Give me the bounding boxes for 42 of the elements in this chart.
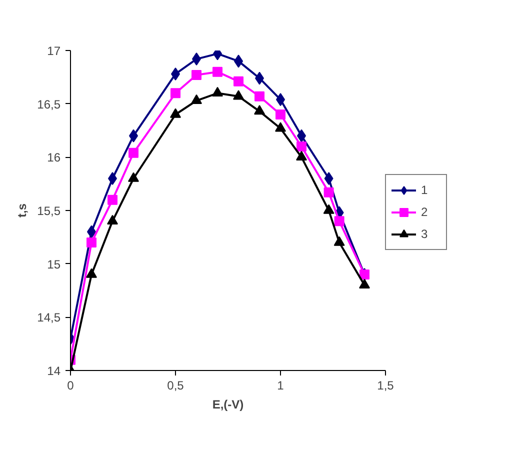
point [334, 236, 345, 246]
legend-label: 3 [421, 227, 429, 241]
point [128, 148, 138, 158]
point [296, 150, 307, 161]
point [212, 66, 222, 77]
point [191, 94, 202, 104]
point [107, 214, 118, 225]
point [170, 108, 181, 118]
x-tick-label: 0,5 [167, 378, 184, 392]
y-tick-label: 16 [47, 150, 61, 165]
y-tick-label: 14,5 [37, 310, 61, 325]
x-tick-label: 1 [277, 378, 284, 392]
point [323, 204, 334, 214]
y-tick-label: 15 [47, 257, 61, 272]
y-tick-label: 14 [47, 364, 61, 378]
y-tick-label: 15,5 [37, 204, 61, 218]
point [324, 187, 334, 198]
point [108, 194, 118, 205]
point [128, 172, 139, 182]
legend-label: 2 [421, 205, 429, 219]
y-axis-title: t,s [15, 203, 30, 218]
point [212, 86, 223, 97]
point [233, 90, 244, 100]
legend-label: 1 [421, 183, 429, 197]
point [254, 91, 264, 102]
point [359, 278, 370, 289]
point [276, 110, 286, 120]
point [192, 70, 202, 80]
point [324, 172, 334, 185]
point [334, 216, 344, 226]
x-tick-label: 0 [67, 378, 74, 392]
point [296, 142, 306, 152]
y-tick-label: 17 [47, 44, 61, 58]
point [86, 268, 97, 278]
x-tick-label: 1,5 [377, 378, 394, 392]
point [170, 88, 180, 98]
point [234, 76, 244, 86]
x-axis-title: E,(-V) [212, 398, 244, 412]
point [275, 122, 286, 132]
point [86, 238, 96, 248]
point [254, 105, 265, 115]
y-tick-label: 16,5 [37, 97, 61, 112]
